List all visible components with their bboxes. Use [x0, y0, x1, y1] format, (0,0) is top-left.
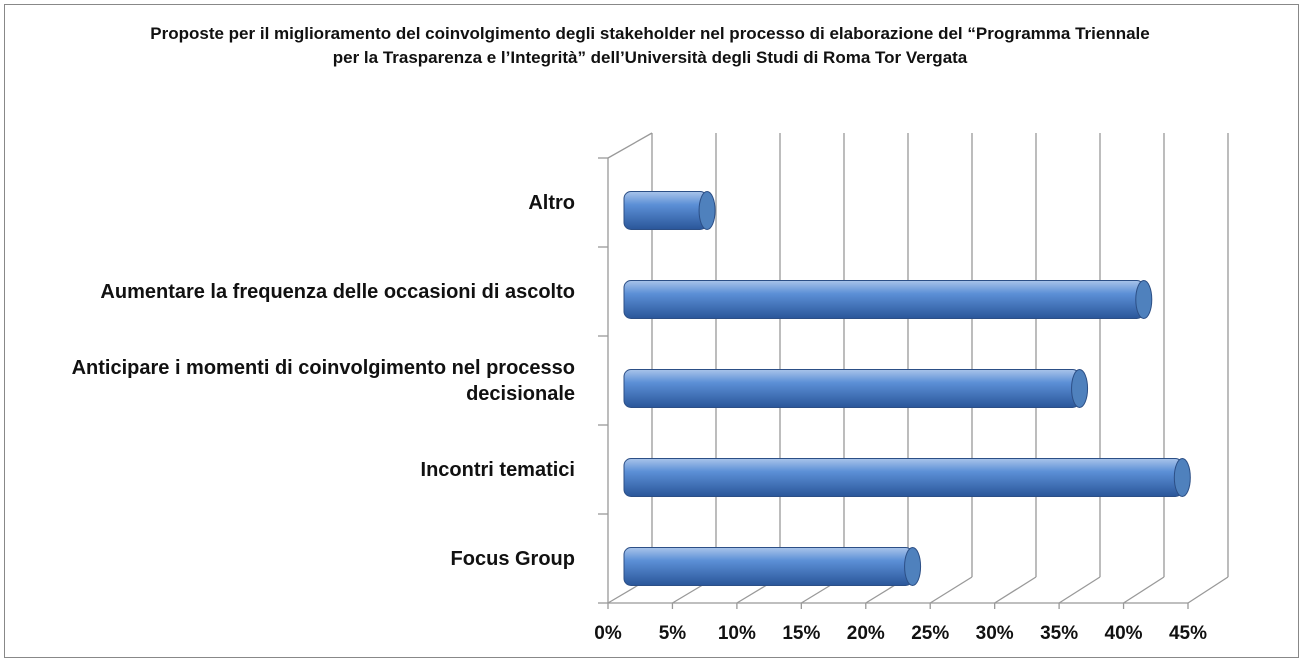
category-label: Altro [528, 191, 575, 214]
grid-line [1123, 576, 1165, 604]
x-tick-label: 30% [976, 623, 1014, 644]
x-tick-label: 10% [718, 623, 756, 644]
category-label: Anticipare i momenti di coinvolgimento n… [71, 356, 575, 405]
x-tick-label: 20% [847, 623, 885, 644]
category-label: Incontri tematici [420, 458, 575, 481]
bar-cap [904, 547, 922, 586]
x-tick-label: 0% [594, 623, 622, 644]
grid-line [1187, 576, 1229, 604]
bar-cap [698, 191, 716, 230]
category-label: Focus Group [450, 547, 575, 570]
chart-title: Proposte per il miglioramento del coinvo… [150, 24, 1150, 67]
x-tick-label: 25% [911, 623, 949, 644]
x-tick-label: 35% [1040, 623, 1078, 644]
x-tick-label: 40% [1105, 623, 1143, 644]
axis-line [607, 132, 653, 159]
grid-line [994, 576, 1037, 604]
x-tick-label: 5% [659, 623, 687, 644]
bar-cap [1135, 280, 1153, 319]
grid-line [1058, 576, 1101, 604]
bar [623, 458, 1183, 497]
category-label: Aumentare la frequenza delle occasioni d… [100, 280, 575, 303]
bar [623, 369, 1081, 408]
grid-line [929, 576, 973, 604]
bar-cap [1071, 369, 1089, 408]
x-tick-label: 45% [1169, 623, 1207, 644]
bar [623, 280, 1145, 319]
bar [623, 547, 914, 586]
bar-cap [1173, 458, 1191, 497]
x-tick-label: 15% [782, 623, 820, 644]
chart-frame [4, 4, 1299, 658]
bar [623, 191, 708, 230]
